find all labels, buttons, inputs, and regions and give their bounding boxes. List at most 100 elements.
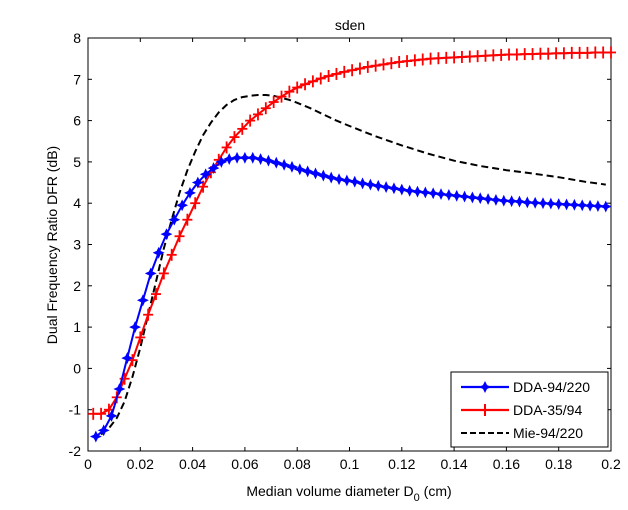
data-point-plus — [260, 102, 271, 115]
data-point-star — [458, 190, 471, 203]
data-point-star — [325, 171, 338, 184]
data-point-star — [278, 158, 291, 171]
data-point-star — [372, 179, 385, 192]
data-point-star — [136, 294, 149, 307]
data-point-plus — [315, 72, 326, 85]
data-point-star — [497, 194, 510, 207]
data-point-star — [105, 409, 118, 422]
data-point-plus — [127, 354, 138, 367]
data-point-star — [380, 181, 393, 194]
data-point-star — [403, 184, 416, 197]
legend-label-mie-94-220: Mie-94/220 — [513, 425, 583, 441]
data-point-star — [293, 163, 306, 176]
data-point-star — [529, 196, 542, 209]
data-point-plus — [370, 59, 381, 72]
data-point-star — [160, 228, 173, 241]
data-point-star — [152, 246, 165, 259]
x-tick-label: 0.16 — [493, 456, 520, 472]
x-tick-label: 0.18 — [545, 456, 572, 472]
data-point-star — [419, 186, 432, 199]
legend: DDA-94/220 DDA-35/94 Mie-94/220 — [450, 371, 609, 448]
data-point-star — [537, 197, 549, 210]
data-point-star — [286, 160, 298, 173]
data-point-star — [340, 174, 353, 187]
y-tick-label: 8 — [73, 30, 81, 46]
data-point-plus — [150, 288, 161, 301]
y-tick-label: 0 — [73, 360, 81, 376]
data-point-star — [176, 199, 189, 212]
data-point-plus — [276, 90, 287, 103]
legend-item-mie-94-220: Mie-94/220 — [461, 425, 583, 441]
x-axis-title: Median volume diameter D0 (cm) — [246, 483, 451, 504]
data-point-star — [466, 191, 479, 204]
data-point-star — [113, 383, 126, 395]
data-point-star — [270, 156, 283, 169]
x-tick-label: 0.14 — [440, 456, 467, 472]
data-point-star — [513, 195, 526, 208]
y-axis-title: Dual Frequency Ratio DFR (dB) — [44, 146, 60, 344]
data-point-star — [427, 187, 440, 200]
data-point-star — [584, 199, 597, 212]
data-point-plus — [221, 141, 232, 154]
data-point-star — [144, 267, 157, 280]
y-tick-label: 6 — [73, 113, 81, 129]
data-point-plus — [174, 230, 185, 243]
series-layer — [88, 46, 616, 443]
legend-item-dda-94-220: DDA-94/220 — [461, 379, 590, 395]
data-point-star — [474, 192, 487, 205]
data-point-plus — [378, 58, 389, 71]
y-tick-label: 7 — [73, 71, 81, 87]
data-point-star — [246, 151, 259, 164]
data-point-plus — [331, 67, 342, 80]
data-point-star — [348, 175, 361, 188]
data-point-star — [121, 352, 134, 365]
x-axis-title-main: Median volume diameter D — [246, 483, 413, 499]
data-point-star — [317, 169, 330, 182]
data-point-star — [435, 188, 447, 201]
x-tick-label: 0.06 — [231, 456, 258, 472]
x-tick-label: 0.04 — [179, 456, 206, 472]
data-point-plus — [158, 267, 169, 280]
data-point-star — [364, 178, 377, 191]
data-point-star — [599, 200, 612, 213]
data-point-plus — [166, 248, 177, 261]
x-tick-label: 0.1 — [340, 456, 360, 472]
data-point-star — [395, 183, 408, 196]
data-point-plus — [606, 46, 616, 59]
data-point-star — [238, 151, 251, 164]
chart-title: sden — [335, 17, 365, 33]
ticks: 0 0.02 0.04 0.06 0.08 0.1 0.12 0.14 0.16 0.18 0.2 -… — [69, 30, 621, 472]
data-point-plus — [268, 96, 279, 109]
data-point-star — [168, 213, 181, 226]
y-tick-label: -2 — [69, 443, 82, 459]
y-tick-label: 2 — [73, 278, 81, 294]
data-point-star — [309, 167, 322, 180]
data-point-star — [521, 196, 534, 209]
data-point-star — [411, 185, 424, 198]
legend-item-dda-35-94: DDA-35/94 — [461, 402, 582, 418]
data-point-star — [262, 154, 275, 167]
data-point-plus — [300, 78, 311, 91]
data-point-star — [129, 321, 142, 334]
data-point-plus — [307, 75, 318, 88]
x-tick-label: 0 — [84, 456, 92, 472]
data-point-star — [591, 200, 604, 213]
data-point-star — [231, 151, 243, 164]
data-point-plus — [354, 62, 365, 75]
data-point-star — [560, 198, 573, 211]
data-point-star — [482, 193, 495, 206]
data-point-star — [505, 195, 518, 208]
data-point-plus — [323, 69, 334, 82]
data-point-star — [184, 186, 196, 199]
y-tick-label: 5 — [73, 154, 81, 170]
data-point-plus — [135, 331, 146, 344]
data-point-plus — [96, 407, 107, 420]
data-point-star — [490, 193, 502, 206]
legend-star-marker-icon — [479, 381, 491, 393]
data-point-star — [544, 197, 557, 210]
x-tick-label: 0.2 — [601, 456, 621, 472]
data-point-plus — [284, 85, 295, 98]
data-point-plus — [347, 64, 358, 77]
legend-label-dda-94-220: DDA-94/220 — [513, 379, 590, 395]
